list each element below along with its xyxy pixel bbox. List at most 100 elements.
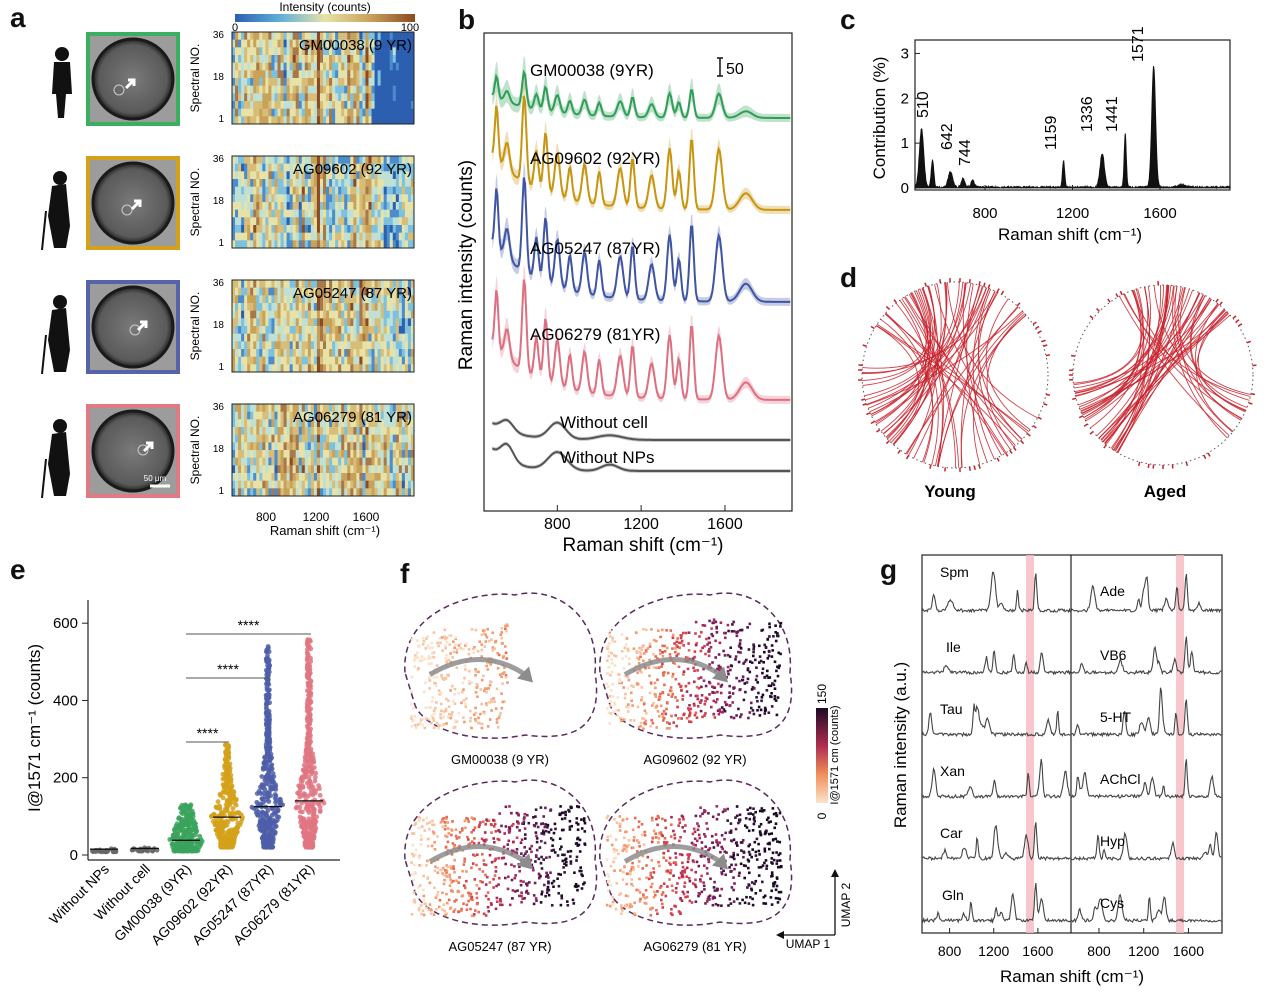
- heatmap-cell: [326, 450, 330, 459]
- heatmap-ylabel: Spectral NO.: [188, 416, 202, 485]
- data-point: [311, 757, 316, 763]
- heatmap-cell: [307, 32, 312, 41]
- heatmap-cell: [347, 39, 351, 48]
- heatmap-cell: [329, 186, 333, 195]
- heatmap-cell: [265, 356, 269, 365]
- heatmap-cell: [247, 419, 251, 428]
- heatmap-cell: [280, 364, 284, 373]
- heatmap-cell: [410, 356, 415, 365]
- heatmap-cell: [380, 55, 385, 64]
- data-point: [220, 844, 226, 849]
- heatmap-cell: [259, 93, 263, 102]
- umap-point: [480, 633, 484, 636]
- heatmap-cell: [335, 465, 339, 474]
- heatmap-cell: [247, 32, 251, 41]
- heatmap-cell: [323, 39, 327, 48]
- heatmap-cell: [332, 419, 336, 428]
- data-point: [266, 687, 272, 693]
- heatmap-cell: [250, 225, 254, 234]
- heatmap-cell: [365, 480, 369, 489]
- heatmap-cell: [350, 280, 354, 289]
- heatmap-cell: [235, 32, 239, 41]
- heatmap-cell: [380, 356, 385, 365]
- data-point: [188, 848, 194, 854]
- heatmap-cell: [371, 341, 375, 350]
- heatmap-cell: [350, 310, 354, 319]
- heatmap-cell: [377, 62, 382, 71]
- heatmap-cell: [271, 442, 275, 451]
- heatmap-cell: [323, 280, 327, 289]
- heatmap-cell: [295, 404, 300, 413]
- chord-node: [1103, 444, 1107, 449]
- heatmap-cell: [401, 186, 406, 195]
- heatmap-cell: [392, 411, 397, 420]
- heatmap-cell: [295, 434, 300, 443]
- heatmap-cell: [356, 333, 360, 342]
- heatmap-cell: [383, 318, 388, 327]
- heatmap-cell: [380, 411, 385, 420]
- heatmap-cell: [332, 488, 336, 497]
- peak-label: 744: [957, 139, 974, 166]
- chord-node: [1232, 315, 1237, 319]
- heatmap-cell: [253, 280, 257, 289]
- heatmap-cell: [247, 85, 251, 94]
- heatmap-cell: [277, 404, 281, 413]
- umap-point: [461, 690, 464, 694]
- heatmap-cell: [280, 488, 284, 497]
- heatmap-cell: [362, 419, 366, 428]
- heatmap-cell: [301, 240, 306, 249]
- heatmap-cell: [319, 473, 324, 482]
- heatmap-cell: [377, 47, 382, 56]
- heatmap-cell: [295, 179, 300, 188]
- heatmap-cell: [353, 171, 357, 180]
- heatmap-cell: [262, 78, 266, 87]
- heatmap-cell: [347, 480, 351, 489]
- heatmap-cell: [286, 450, 291, 459]
- heatmap-cell: [238, 240, 242, 249]
- heatmap-cell: [380, 295, 385, 304]
- heatmap-cell: [344, 171, 348, 180]
- heatmap-cell: [295, 419, 300, 428]
- heatmap-cell: [250, 404, 254, 413]
- heatmap-cell: [335, 411, 339, 420]
- chord-node: [924, 282, 927, 287]
- heatmap-cell: [241, 62, 245, 71]
- data-point: [216, 825, 222, 831]
- heatmap-cell: [401, 202, 406, 211]
- chord-node: [987, 284, 991, 289]
- heatmap-cell: [398, 209, 403, 218]
- heatmap-cell: [304, 202, 309, 211]
- heatmap-cell: [298, 171, 303, 180]
- heatmap-cell: [368, 411, 372, 420]
- heatmap-cell: [332, 356, 336, 365]
- heatmap-cell: [371, 101, 375, 110]
- data-point: [317, 808, 323, 813]
- heatmap-cell: [383, 473, 388, 482]
- chord-link: [908, 293, 1007, 453]
- heatmap-cell: [289, 295, 294, 304]
- heatmap-cell: [398, 186, 403, 195]
- heatmap-cell: [347, 465, 351, 474]
- heatmap-cell: [335, 450, 339, 459]
- heatmap-cell: [383, 442, 388, 451]
- heatmap-cell: [347, 356, 351, 365]
- heatmap-cell: [274, 108, 278, 117]
- heatmap-cell: [244, 326, 248, 335]
- heatmap-cell: [283, 480, 287, 489]
- heatmap-cell: [377, 186, 382, 195]
- heatmap-cell: [250, 303, 254, 312]
- heatmap-cell: [341, 186, 345, 195]
- heatmap-cell: [241, 217, 245, 226]
- heatmap-cell: [250, 411, 254, 420]
- heatmap-cell: [368, 78, 372, 87]
- heatmap-cell: [295, 171, 300, 180]
- heatmap-cell: [319, 295, 324, 304]
- heatmap-cell: [301, 156, 306, 165]
- heatmap-cell: [286, 333, 291, 342]
- heatmap-cell: [319, 356, 324, 365]
- heatmap-cell: [338, 32, 342, 41]
- strip-group: GM00038 (9YR): [111, 802, 205, 944]
- heatmap-cell: [259, 457, 263, 466]
- heatmap-cell: [365, 442, 369, 451]
- heatmap-cell: [362, 457, 366, 466]
